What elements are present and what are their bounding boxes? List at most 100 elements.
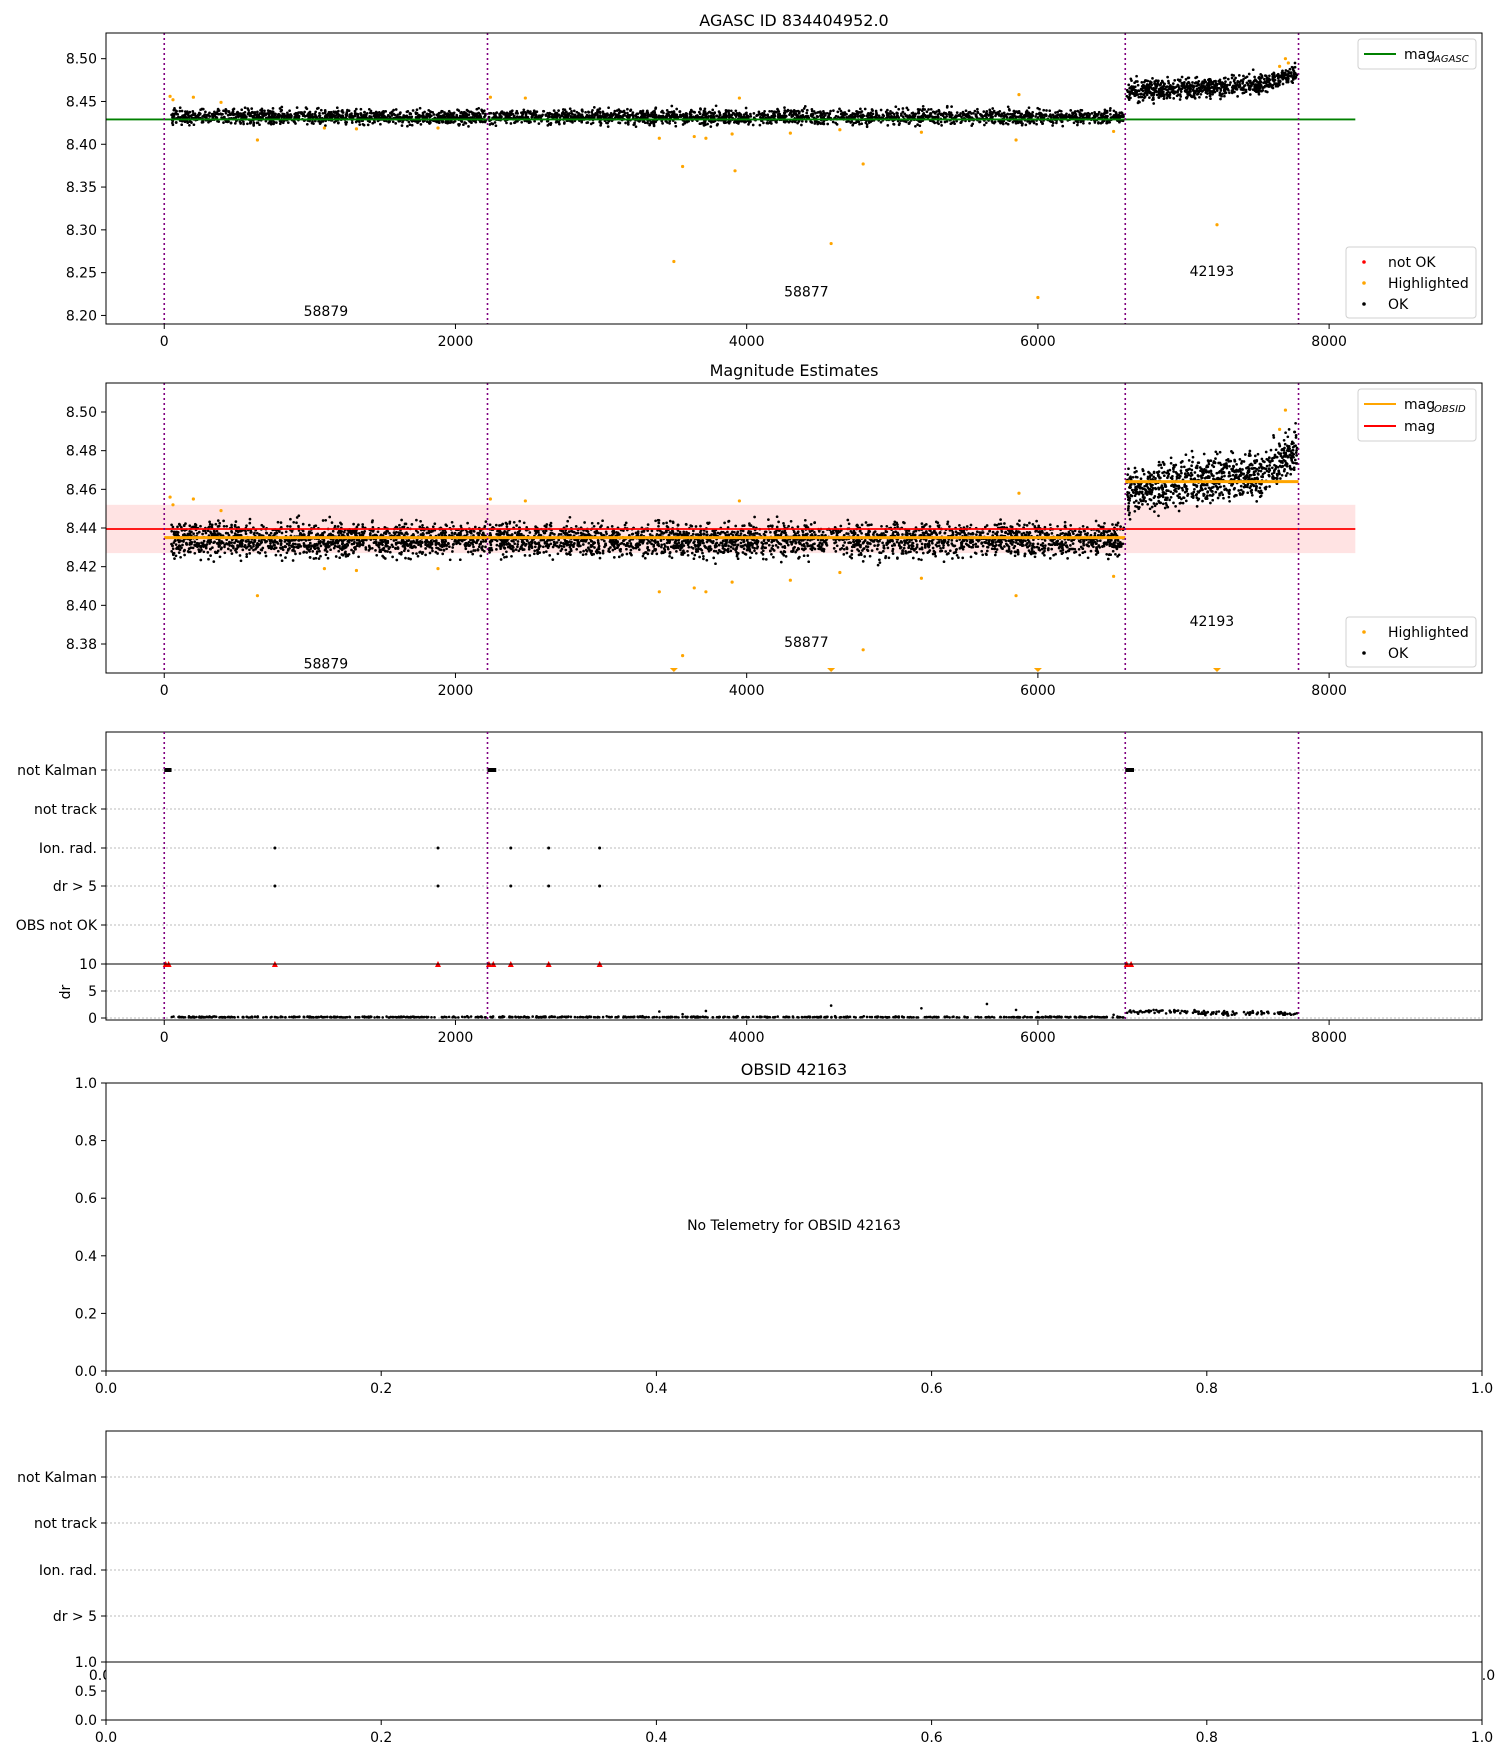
panel-1-ok-point xyxy=(1156,80,1160,84)
panel-2-ok-point xyxy=(357,555,360,559)
panel-1-ok-point xyxy=(1162,82,1166,86)
panel-1-ok-point xyxy=(1060,120,1064,124)
panel-1-ok-point xyxy=(1209,80,1213,84)
panel-1-ok-point xyxy=(238,120,242,123)
panel-1-ok-point xyxy=(763,113,766,117)
panel-1-ok-point xyxy=(337,109,340,113)
panel-2-ok-point xyxy=(341,553,345,557)
panel-2-ok-point xyxy=(307,523,311,527)
panel-1-ok-point xyxy=(707,110,711,114)
panel-1-ok-point xyxy=(841,113,845,117)
panel-1-ok-point xyxy=(641,120,645,123)
panel-1-ok-point xyxy=(475,107,479,111)
panel-1-legend-label: OK xyxy=(1388,297,1409,313)
panel-1-ok-point xyxy=(1160,79,1164,83)
panel-2-ok-point xyxy=(364,548,368,551)
panel-1-ok-point xyxy=(445,112,449,116)
panel-1-ok-point xyxy=(938,112,941,115)
panel-1-ok-point xyxy=(292,120,296,123)
panel-1-ok-point xyxy=(762,121,765,125)
panel-1-ok-point xyxy=(1196,92,1200,96)
panel-1-ok-point xyxy=(171,123,175,127)
panel-1-ok-point xyxy=(421,111,425,115)
panel-1-ok-point xyxy=(1020,120,1023,123)
panel-1-ok-point xyxy=(749,115,753,118)
panel-2-ok-point xyxy=(226,547,230,551)
panel-1-ok-point xyxy=(505,111,509,115)
panel-1-ok-point xyxy=(1222,76,1226,80)
panel-1-ok-point xyxy=(1247,87,1251,91)
panel-2-ok-point xyxy=(317,557,321,560)
panel-1-ok-point xyxy=(766,113,770,117)
panel-1-ok-point xyxy=(1129,77,1133,81)
panel-1-ok-point xyxy=(1265,79,1269,82)
panel-1-ok-point xyxy=(924,115,927,119)
panel-1-ok-point xyxy=(473,113,477,117)
panel-1-ok-point xyxy=(822,120,826,123)
panel-1-ok-point xyxy=(1168,93,1172,97)
panel-1-ok-point xyxy=(826,122,830,126)
panel-1-ytick-label: 8.50 xyxy=(66,52,97,68)
panel-1-ok-point xyxy=(1008,112,1012,116)
panel-2-ok-point xyxy=(269,541,272,545)
panel-1-ok-point xyxy=(319,121,323,124)
panel-1-ok-point xyxy=(494,124,498,128)
panel-1-ok-point xyxy=(1140,92,1143,96)
panel-1-ok-point xyxy=(971,122,975,126)
panel-1-ok-point xyxy=(978,120,982,124)
panel-1-ok-point xyxy=(645,111,649,114)
panel-1-highlighted-point xyxy=(219,100,223,104)
panel-1-ok-point xyxy=(1034,115,1037,118)
panel-1-highlighted-point xyxy=(692,134,696,139)
panel-1-ok-point xyxy=(467,125,470,128)
panel-1-ok-point xyxy=(546,124,550,127)
panel-1-ok-point xyxy=(266,109,270,112)
panel-1-ok-point xyxy=(570,112,574,115)
panel-2-ok-point xyxy=(207,557,210,561)
panel-1-ok-point xyxy=(415,111,419,115)
panel-1-ok-point xyxy=(400,124,404,127)
panel-2-ok-point xyxy=(465,530,469,534)
panel-1-ok-point xyxy=(598,114,602,117)
panel-1-ok-point xyxy=(665,115,669,119)
panel-1-highlighted-point xyxy=(704,136,708,140)
panel-1-ok-point xyxy=(827,115,831,118)
panel-1-ok-point xyxy=(243,113,246,117)
panel-1-ok-point xyxy=(1031,110,1035,114)
panel-1-ok-point xyxy=(345,120,349,124)
panel-2-ok-point xyxy=(208,520,211,524)
panel-1-ok-point xyxy=(738,111,741,115)
panel-1-ok-point xyxy=(703,110,707,113)
panel-1-ok-point xyxy=(330,115,334,119)
panel-1-ok-point xyxy=(233,122,237,125)
panel-1-ok-point xyxy=(1082,121,1085,125)
panel-2-ok-point xyxy=(216,525,220,528)
panel-1-ok-point xyxy=(1171,82,1175,85)
panel-1-highlighted-point xyxy=(861,162,865,166)
panel-2-ok-point xyxy=(312,557,316,560)
panel-1-ok-point xyxy=(838,107,841,111)
panel-1-ok-point xyxy=(731,111,735,115)
panel-1-ok-point xyxy=(1182,85,1185,88)
panel-1-ok-point xyxy=(823,114,827,117)
panel-1-ok-point xyxy=(455,115,459,119)
panel-1-ok-point xyxy=(652,122,656,126)
panel-1-ok-point xyxy=(217,120,221,123)
panel-2-ok-point xyxy=(264,554,268,558)
panel-1-ok-point xyxy=(321,111,325,115)
panel-1-ok-point xyxy=(391,120,395,124)
panel-2-ok-point xyxy=(360,530,364,534)
panel-1-ok-point xyxy=(850,115,853,119)
panel-1-ok-point xyxy=(704,115,707,119)
panel-1-ok-point xyxy=(804,115,808,118)
panel-1-ok-point xyxy=(809,120,813,124)
panel-1-ok-point xyxy=(633,121,636,125)
panel-1-ok-point xyxy=(293,112,297,116)
panel-1-ok-point xyxy=(1152,98,1155,101)
panel-2-ok-point xyxy=(479,554,483,558)
panel-1-ok-point xyxy=(463,121,467,124)
panel-1-ok-point xyxy=(641,109,645,113)
panel-1-ok-point xyxy=(520,120,524,124)
panel-1-highlighted-point xyxy=(1017,93,1021,97)
panel-1-ok-point xyxy=(745,111,748,115)
